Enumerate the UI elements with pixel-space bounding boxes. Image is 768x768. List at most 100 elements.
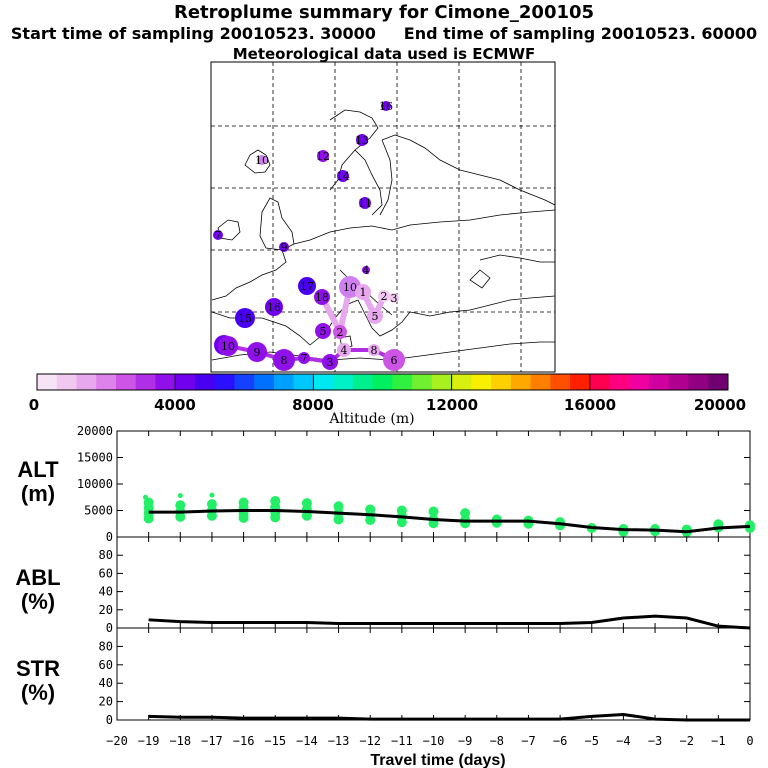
map-day-marker: 18	[314, 289, 330, 305]
map-day-label: 6	[391, 354, 398, 367]
map-cluster-circle	[298, 352, 310, 364]
x-tick-label: −4	[616, 734, 630, 748]
map-day-marker: 6	[383, 349, 405, 371]
x-tick-label: −9	[458, 734, 472, 748]
panel-label-line: (%)	[21, 680, 55, 705]
colorbar-swatch	[668, 374, 690, 390]
altitude-point	[270, 512, 281, 523]
colorbar-tick-label: 12000	[426, 396, 478, 414]
panel-label-line: ABL	[15, 565, 60, 590]
map-day-marker: 13	[355, 134, 369, 147]
map-cluster-circle	[381, 101, 391, 111]
altitude-point	[177, 493, 183, 499]
altitude-point	[301, 510, 312, 521]
map-cluster-circle	[367, 308, 383, 324]
y-tick-label: 0	[106, 713, 113, 727]
panel-abl: 0 20 40 60 80 ABL (%)	[15, 536, 751, 635]
map-day-label: 8	[281, 354, 288, 367]
colorbar-swatch	[471, 374, 492, 390]
colorbar-swatch	[431, 374, 453, 390]
map-cluster-circle	[314, 289, 330, 305]
map-day-marker: 16	[265, 298, 283, 316]
map-day-marker: 7	[213, 229, 223, 242]
map-cluster-circle	[213, 230, 223, 240]
map-cluster-circle	[317, 150, 329, 162]
map-day-marker: 3	[389, 292, 399, 305]
x-tick-label: −12	[359, 734, 381, 748]
chart-title: Retroplume summary for Cimone_200105	[173, 2, 595, 23]
x-tick-label: −5	[585, 734, 599, 748]
colorbar-label: Altitude (m)	[328, 411, 414, 427]
y-tick-label: 20000	[77, 424, 113, 438]
x-tick-label: −18	[169, 734, 191, 748]
panel-label-line: ALT	[17, 457, 59, 482]
colorbar-tick-label: 20000	[694, 396, 746, 414]
colorbar-swatch	[96, 374, 117, 390]
map-day-label: 12	[316, 150, 330, 163]
colorbar-swatch	[254, 374, 275, 390]
map-day-marker: 7	[298, 352, 310, 365]
map-day-marker: 10	[218, 336, 238, 356]
colorbar-swatch	[333, 374, 354, 390]
map-day-marker: 12	[316, 150, 330, 163]
map-day-marker: 11	[358, 197, 372, 210]
map-day-marker: 8	[273, 349, 295, 371]
altitude-point	[365, 515, 376, 526]
map-day-label: 3	[327, 356, 334, 369]
altitude-point	[175, 511, 186, 522]
map-day-label: 7	[301, 352, 308, 365]
map-day-marker: 4	[337, 343, 351, 357]
panel-alt: 0 5000 10000 15000 20000 ALT (m)	[17, 424, 755, 544]
colorbar-swatch	[194, 374, 216, 390]
trajectory-markers: 1610121314119741012315161718541910987386…	[213, 100, 405, 371]
map-day-label: 10	[255, 154, 269, 167]
sampling-time-subtitle: Start time of sampling 20010523. 30000 E…	[10, 24, 758, 43]
x-tick-label: −17	[201, 734, 223, 748]
map-day-label: 9	[281, 241, 288, 254]
colorbar-tick-label: 16000	[564, 396, 616, 414]
panel-frame	[116, 536, 751, 629]
map-day-marker: 15	[235, 308, 255, 328]
y-tick-label: 0	[106, 530, 113, 544]
map-day-marker: 14	[336, 170, 350, 183]
x-tick-label: −13	[328, 734, 350, 748]
map-cluster-circle	[235, 308, 255, 328]
map-day-label: 7	[215, 229, 222, 242]
map-cluster-circle	[355, 284, 371, 300]
map-cluster-circle	[383, 349, 405, 371]
map-day-label: 16	[379, 100, 393, 113]
y-tick-label: 20	[99, 603, 113, 617]
colorbar-swatch	[234, 374, 255, 390]
map-cluster-circle	[337, 170, 349, 182]
y-tick-label: 10000	[77, 477, 113, 491]
x-tick-label: −8	[490, 734, 504, 748]
retroplume-map: 1610121314119741012315161718541910987386…	[210, 61, 556, 373]
map-cluster-circle	[359, 197, 371, 209]
colorbar-swatch	[214, 374, 235, 390]
colorbar-tick-label: 8000	[292, 396, 334, 414]
altitude-point	[333, 514, 344, 525]
y-tick-label: 80	[99, 548, 113, 562]
map-day-marker: 16	[379, 100, 393, 113]
map-day-marker: 17	[298, 277, 316, 295]
colorbar-swatch	[56, 374, 77, 390]
colorbar-swatch	[589, 374, 611, 390]
series-line-str	[148, 712, 750, 722]
map-cluster-circle	[368, 344, 380, 356]
y-tick-label: 0	[106, 621, 113, 635]
map-day-label: 5	[372, 310, 379, 323]
map-day-marker: 4	[362, 264, 370, 277]
y-tick-label: 40	[99, 676, 113, 690]
x-tick-label: −1	[711, 734, 725, 748]
map-day-label: 4	[341, 344, 348, 357]
map-day-marker: 10	[255, 154, 269, 167]
panel-frame	[116, 627, 751, 721]
map-cluster-circle	[333, 325, 347, 339]
colorbar-tick-label: 0	[29, 396, 39, 414]
colorbar-swatch	[392, 374, 413, 390]
colorbar-swatch	[155, 374, 176, 390]
altitude-point	[238, 512, 249, 523]
map-day-marker: 9	[247, 342, 267, 362]
altitude-point	[460, 508, 471, 519]
